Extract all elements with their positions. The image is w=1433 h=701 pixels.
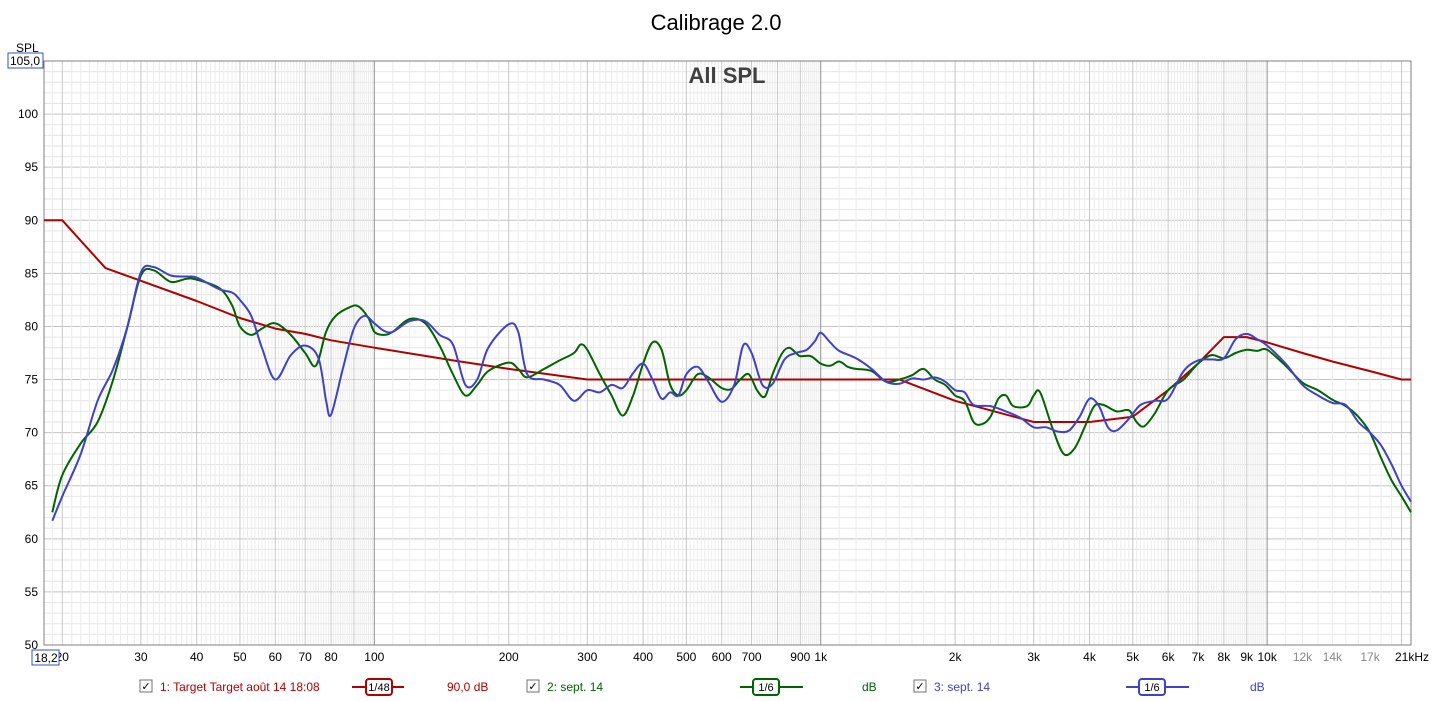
x-tick-label: 60 <box>269 650 283 664</box>
x-tick-label: 7k <box>1192 650 1206 664</box>
series-line-3 <box>51 264 1412 522</box>
x-tick-label: 6k <box>1162 650 1176 664</box>
x-tick-label: 900 <box>790 650 810 664</box>
series-layer <box>44 219 1412 522</box>
x-axis-ticks: 20 30 40 50 60 70 80 100 200 300 400 500 600 700 900 1k… <box>56 650 1429 664</box>
y-tick-label: 65 <box>25 479 39 493</box>
legend-label-3: 3: sept. 14 <box>934 680 990 694</box>
legend-label-1: 1: Target Target août 14 18:08 <box>160 680 320 694</box>
legend-checkmark-icon: ✓ <box>141 680 150 693</box>
y-tick-label: 70 <box>25 426 39 440</box>
y-axis-label: SPL <box>16 41 39 55</box>
legend-smoothing-box-2 <box>752 678 780 696</box>
x-tick-label: 600 <box>712 650 732 664</box>
x-tick-label: 9k <box>1240 650 1254 664</box>
plot-frame <box>43 60 1412 646</box>
y-tick-label: 95 <box>25 160 39 174</box>
legend-checkbox-1 <box>139 679 153 693</box>
y-tick-label: 100 <box>18 107 38 121</box>
legend-smoothing-3: 1/6 <box>1144 682 1159 694</box>
legend-checkmark-icon: ✓ <box>528 680 537 693</box>
series-line-1 <box>44 219 1411 423</box>
x-tick-label: 500 <box>676 650 696 664</box>
x-tick-label: 700 <box>742 650 762 664</box>
legend-value-1: 90,0 dB <box>447 680 488 694</box>
ymax-box[interactable] <box>7 52 44 69</box>
x-tick-label: 10k <box>1257 650 1277 664</box>
legend-checkmark-icon: ✓ <box>915 680 924 693</box>
y-tick-label: 75 <box>25 373 39 387</box>
legend-smoothing-2: 1/6 <box>758 682 773 694</box>
legend-value-2: dB <box>862 680 877 694</box>
x-tick-label: 12k <box>1293 650 1313 664</box>
x-tick-label: 4k <box>1083 650 1097 664</box>
x-tick-label: 40 <box>190 650 204 664</box>
grid <box>44 60 1411 646</box>
x-tick-label: 400 <box>633 650 653 664</box>
ymax-box-label: 105,0 <box>10 54 40 68</box>
x-tick-label: 14k <box>1323 650 1343 664</box>
chart-title: Calibrage 2.0 <box>651 10 782 35</box>
y-tick-label: 50 <box>25 638 39 652</box>
x-tick-label: 17k <box>1360 650 1380 664</box>
x-tick-label: 3k <box>1027 650 1041 664</box>
x-tick-label: 30 <box>134 650 148 664</box>
legend-checkbox-2 <box>526 679 540 693</box>
x-tick-label: 80 <box>324 650 338 664</box>
x-tick-label: 21kHz <box>1395 650 1429 664</box>
y-axis-ticks: 50 55 60 65 70 75 80 85 90 95 100 <box>18 107 38 652</box>
x-tick-label: 100 <box>364 650 384 664</box>
legend-checkbox-3 <box>913 679 927 693</box>
legend: ✓ 1: Target Target août 14 18:08 1/48 90,0 … <box>139 678 1265 696</box>
x-tick-label: 70 <box>298 650 312 664</box>
series-line-2 <box>51 267 1412 513</box>
chart-subtitle: All SPL <box>688 63 765 88</box>
legend-smoothing-box-1 <box>365 678 393 696</box>
x-tick-label: 300 <box>577 650 597 664</box>
y-tick-label: 90 <box>25 213 39 227</box>
x-tick-label: 50 <box>233 650 247 664</box>
y-tick-label: 80 <box>25 319 39 333</box>
legend-smoothing-1: 1/48 <box>368 682 389 694</box>
x-tick-label: 5k <box>1126 650 1140 664</box>
x-tick-label: 8k <box>1218 650 1232 664</box>
xmin-box-label: 18,2 <box>34 651 58 665</box>
legend-value-3: dB <box>1250 680 1265 694</box>
legend-label-2: 2: sept. 14 <box>547 680 603 694</box>
x-tick-label: 1k <box>814 650 828 664</box>
legend-smoothing-box-3 <box>1138 678 1166 696</box>
x-tick-label: 200 <box>499 650 519 664</box>
xmin-box[interactable] <box>31 649 60 666</box>
x-tick-label: 2k <box>949 650 963 664</box>
y-tick-label: 85 <box>25 266 39 280</box>
y-tick-label: 55 <box>25 585 39 599</box>
y-tick-label: 60 <box>25 532 39 546</box>
